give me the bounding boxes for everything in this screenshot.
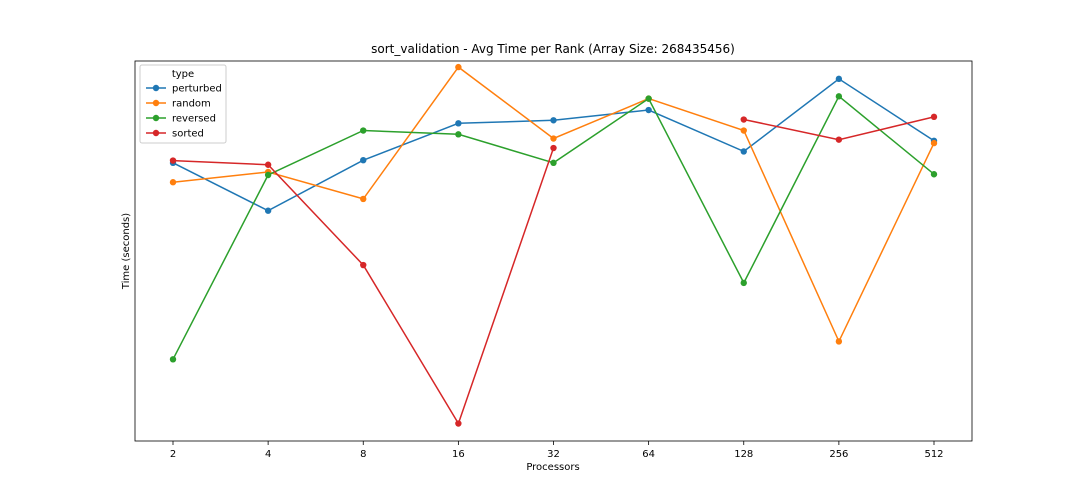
x-tick-label: 512 [924,449,943,460]
legend: type perturbed random reversed sorted [139,64,227,144]
data-point-reversed [169,356,177,363]
data-point-random [930,139,938,147]
x-tick-label: 2 [170,449,176,460]
y-axis-label: Time (seconds) [121,213,132,290]
data-point-reversed [645,95,652,102]
data-point-perturbed [645,106,652,114]
data-point-random [169,179,177,186]
data-point-reversed [835,93,843,100]
data-point-random [835,338,843,345]
x-tick-label: 32 [547,449,560,460]
series-random [169,63,938,345]
series-perturbed [169,75,938,214]
series-line-sorted [172,147,555,426]
legend-label-reversed: reversed [172,114,216,125]
data-point-random [550,135,557,142]
data-point-sorted [740,116,747,123]
x-tick-label: 128 [734,449,753,460]
data-point-perturbed [550,117,557,124]
data-point-reversed [550,159,557,167]
x-tick-label: 16 [452,449,465,460]
x-tick-label: 4 [265,449,271,460]
series-line-random [172,66,935,344]
series-layer [169,63,938,427]
legend-marker-perturbed [152,84,160,92]
data-point-random [360,195,367,203]
series-line-sorted [743,116,935,141]
series-line-perturbed [172,77,935,212]
data-point-reversed [740,279,747,287]
data-point-sorted [360,261,367,269]
data-point-reversed [930,171,938,178]
x-tick-label: 256 [829,449,848,460]
data-point-sorted [169,157,177,164]
data-point-sorted [550,144,557,152]
legend-box [139,64,227,144]
data-point-reversed [455,131,462,138]
legend-label-random: random [172,99,211,110]
data-point-perturbed [835,75,843,83]
x-tick-label: 64 [642,449,655,460]
series-sorted [169,113,938,427]
data-point-perturbed [455,120,462,127]
legend-marker-sorted [152,129,160,137]
x-axis-label: Processors [526,462,579,473]
data-point-sorted [930,113,938,121]
x-tick-label: 8 [360,449,366,460]
legend-title: type [172,69,194,80]
data-point-perturbed [740,148,747,155]
legend-label-perturbed: perturbed [172,84,222,95]
data-point-sorted [835,136,843,143]
legend-label-sorted: sorted [172,129,204,140]
legend-marker-random [152,99,160,107]
data-point-perturbed [360,156,367,164]
series-reversed [169,93,938,363]
data-point-random [455,63,462,71]
data-point-random [740,127,747,134]
data-point-perturbed [264,207,272,214]
data-point-sorted [455,420,462,427]
chart-title: sort_validation - Avg Time per Rank (Arr… [371,42,735,56]
x-axis: 2 4 8 16 32 64 128 256 512 [170,441,944,460]
data-point-reversed [264,171,272,179]
data-point-reversed [360,127,367,134]
data-point-sorted [264,161,272,168]
legend-marker-reversed [152,114,160,122]
